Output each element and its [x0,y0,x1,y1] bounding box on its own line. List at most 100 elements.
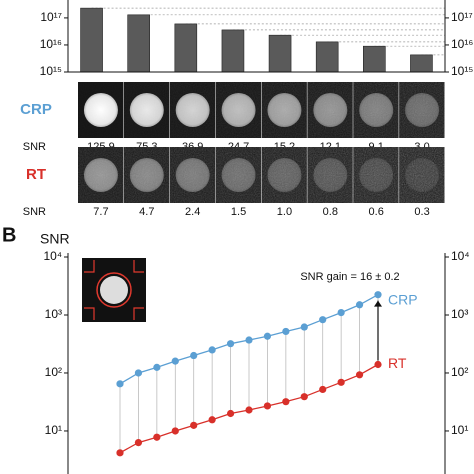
y-axis-label: SNR [40,231,70,247]
phantom-image [399,82,445,138]
image-noise [78,147,124,203]
snr-value: 4.7 [139,206,154,218]
image-noise [123,147,170,203]
phantom-image [169,82,216,138]
data-point [226,340,235,348]
snr-value: 7.7 [93,206,108,218]
bar [127,14,150,73]
y2-tick-label: 10⁴ [451,249,470,263]
data-point [245,406,253,414]
y-tick-label: 10² [45,365,62,379]
phantom-image [123,82,170,138]
panel-label: B [2,224,16,246]
bar [80,7,103,73]
data-point [355,371,364,379]
data-point [208,416,216,424]
snr-value: 2.4 [185,206,200,218]
y2-tick-label: 10³ [451,307,468,321]
data-point [282,327,290,336]
image-noise [169,82,216,138]
data-point [263,402,272,410]
image-noise [123,82,170,138]
phantom-image [215,147,261,203]
bar [221,29,245,73]
data-point [153,433,161,441]
data-point [116,449,124,457]
phantom-image [353,147,399,203]
series-label: RT [388,355,407,371]
image-noise [353,82,399,138]
snr-label: SNR [23,141,46,153]
phantom-image [78,147,124,203]
phantom-image [78,82,124,138]
data-point [374,360,382,369]
data-point [337,378,345,386]
y2-tick-label: 10¹⁵ [451,64,473,78]
data-point [134,439,143,447]
bar [315,41,339,73]
snr-value: 0.8 [323,206,338,218]
phantom-image [353,82,399,138]
data-point [319,316,327,324]
image-noise [399,82,445,138]
y-tick-label: 10³ [45,307,62,321]
row-label: RT [26,166,46,183]
phantom-image [215,82,261,138]
data-point [171,427,179,435]
bar [363,45,386,73]
image-noise [261,82,307,138]
y2-tick-label: 10¹⁶ [451,37,473,51]
data-point [190,421,198,429]
gain-arrowhead [374,300,382,307]
series-label: CRP [388,291,418,307]
image-noise [78,82,124,138]
data-point [153,363,161,371]
phantom-image [307,82,353,138]
phantom-image [261,147,307,203]
y2-tick-label: 10¹⁷ [451,10,473,24]
y-tick-label: 10¹⁶ [40,37,62,51]
image-noise [307,147,353,203]
data-point [226,409,235,418]
snr-value: 0.3 [414,206,429,218]
data-point [208,346,216,354]
data-point [319,385,327,394]
data-point [282,398,290,406]
data-point [245,336,253,344]
y2-tick-label: 10¹ [451,423,468,437]
phantom-image [307,147,353,203]
snr-value: 1.0 [277,206,292,218]
data-point [374,291,382,299]
data-point [300,323,308,331]
phantom-image [123,147,170,203]
snr-value: 1.5 [231,206,246,218]
annotation: SNR gain = 16 ± 0.2 [300,271,399,283]
data-point [190,351,198,360]
y-tick-label: 10⁴ [43,249,62,263]
phantom-image [399,147,445,203]
image-noise [215,147,261,203]
y-tick-label: 10¹⁵ [40,64,62,78]
data-point [263,332,272,340]
y-tick-label: 10¹⁷ [40,10,62,24]
phantom-image [261,82,307,138]
data-point [337,308,345,317]
image-noise [399,147,445,203]
bar [268,34,292,73]
image-noise [169,147,216,203]
phantom-image [169,147,216,203]
snr-label: SNR [23,206,46,218]
image-noise [307,82,353,138]
data-point [116,380,124,388]
data-point [300,393,308,401]
y2-tick-label: 10² [451,365,468,379]
data-point [134,369,143,377]
y-tick-label: 10¹ [45,423,62,437]
bar [410,54,433,73]
image-noise [215,82,261,138]
data-point [355,301,364,309]
snr-value: 0.6 [369,206,384,218]
inset-image [82,258,146,322]
image-noise [353,147,399,203]
row-label: CRP [20,101,52,118]
